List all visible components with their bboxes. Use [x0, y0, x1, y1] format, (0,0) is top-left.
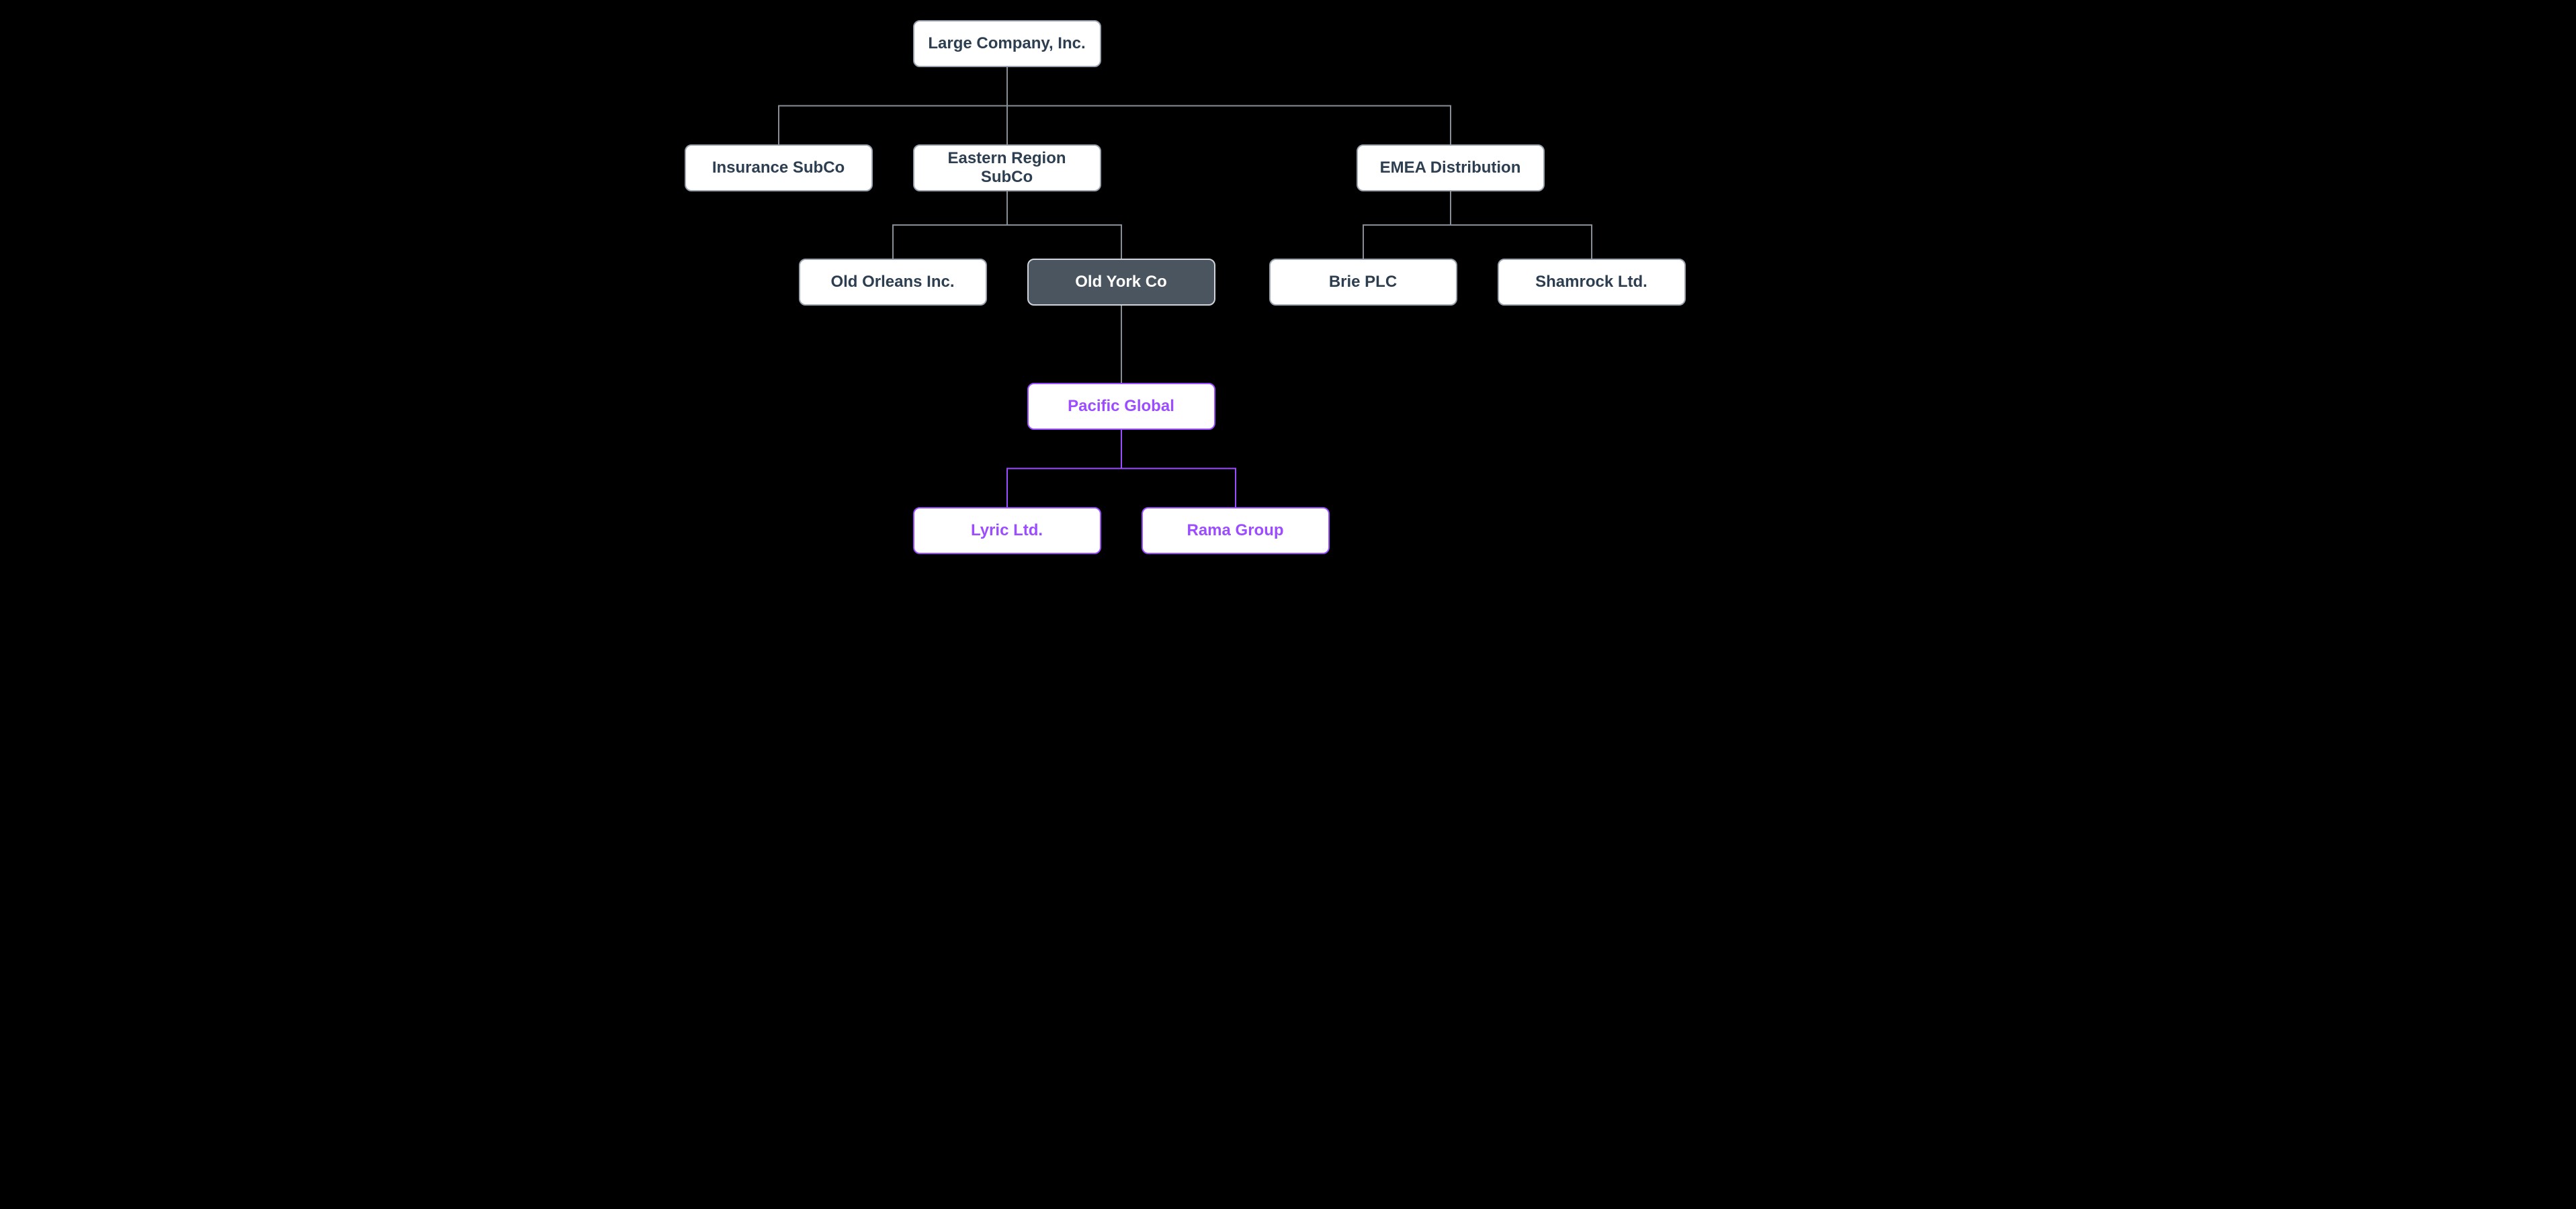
org-node-orleans[interactable]: Old Orleans Inc. [799, 259, 987, 306]
org-node-label: Lyric Ltd. [971, 521, 1043, 540]
org-node-rama[interactable]: Rama Group [1142, 507, 1330, 554]
org-node-eastern[interactable]: Eastern Region SubCo [913, 144, 1101, 191]
org-node-lyric[interactable]: Lyric Ltd. [913, 507, 1101, 554]
org-node-label: Large Company, Inc. [928, 34, 1085, 53]
org-chart-canvas: Large Company, Inc. Insurance SubCo Easter… [644, 0, 1932, 604]
org-node-york[interactable]: Old York Co [1027, 259, 1215, 306]
org-node-label: Rama Group [1187, 521, 1283, 540]
org-node-label: EMEA Distribution [1380, 159, 1521, 177]
org-node-label: Pacific Global [1068, 397, 1174, 416]
org-node-brie[interactable]: Brie PLC [1269, 259, 1457, 306]
org-node-label: Insurance SubCo [712, 159, 845, 177]
org-node-ins[interactable]: Insurance SubCo [685, 144, 873, 191]
org-node-emea[interactable]: EMEA Distribution [1357, 144, 1545, 191]
org-node-pacific[interactable]: Pacific Global [1027, 383, 1215, 430]
org-node-label: Old Orleans Inc. [830, 273, 954, 292]
org-node-label: Old York Co [1075, 273, 1166, 292]
org-node-root[interactable]: Large Company, Inc. [913, 20, 1101, 67]
org-node-shamrock[interactable]: Shamrock Ltd. [1498, 259, 1686, 306]
org-node-label: Shamrock Ltd. [1535, 273, 1647, 292]
org-node-label: Brie PLC [1329, 273, 1397, 292]
org-node-label: Eastern Region SubCo [922, 149, 1092, 187]
